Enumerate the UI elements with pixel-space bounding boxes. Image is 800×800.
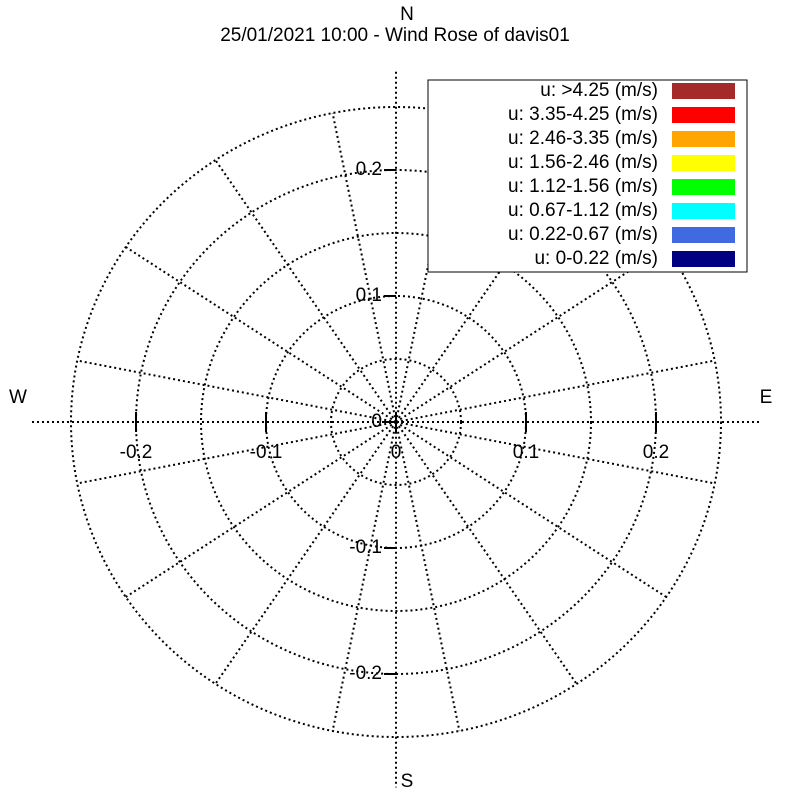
spoke <box>125 421 397 598</box>
spoke <box>395 421 667 598</box>
spoke <box>395 421 715 485</box>
ring <box>200 232 592 612</box>
x-tick-label: 0.1 <box>513 442 539 463</box>
spoke <box>395 359 715 423</box>
spoke <box>214 421 397 685</box>
x-tick-label: -0.2 <box>120 442 153 463</box>
x-tick-label: 0 <box>391 442 402 463</box>
chart-title: 25/01/2021 10:00 - Wind Rose of davis01 <box>220 25 570 46</box>
spoke <box>125 246 397 423</box>
y-tick-label: 0.1 <box>356 285 382 306</box>
legend-swatch <box>672 227 735 243</box>
legend-swatch <box>672 179 735 195</box>
legend-swatch <box>672 131 735 147</box>
ring <box>330 358 462 486</box>
north-label: N <box>400 4 414 25</box>
spoke <box>395 246 667 423</box>
east-label: E <box>760 387 773 408</box>
legend-label: u: 2.46-3.35 (m/s) <box>508 128 658 149</box>
legend-swatch <box>672 155 735 171</box>
legend-label: u: 3.35-4.25 (m/s) <box>508 104 658 125</box>
legend-label: u: >4.25 (m/s) <box>540 80 658 101</box>
legend-label: u: 0-0.22 (m/s) <box>534 248 658 269</box>
spoke <box>395 421 578 685</box>
legend-label: u: 1.12-1.56 (m/s) <box>508 176 658 197</box>
spoke <box>214 159 397 423</box>
legend-swatch <box>672 107 735 123</box>
legend-swatch <box>672 251 735 267</box>
x-tick-label: -0.1 <box>250 442 283 463</box>
x-tick-label: 0.2 <box>643 442 669 463</box>
south-label: S <box>401 771 414 792</box>
legend-label: u: 1.56-2.46 (m/s) <box>508 152 658 173</box>
west-label: W <box>9 387 27 408</box>
y-tick-label: -0.1 <box>349 537 382 558</box>
ring <box>70 106 722 738</box>
y-tick-label: -0.2 <box>349 663 382 684</box>
legend-label: u: 0.22-0.67 (m/s) <box>508 224 658 245</box>
spoke <box>77 359 397 423</box>
y-tick-label: 0 <box>371 411 382 432</box>
legend-label: u: 0.67-1.12 (m/s) <box>508 200 658 221</box>
legend-swatch <box>672 203 735 219</box>
y-tick-label: 0.2 <box>356 159 382 180</box>
legend-swatch <box>672 83 735 99</box>
spoke <box>77 421 397 485</box>
